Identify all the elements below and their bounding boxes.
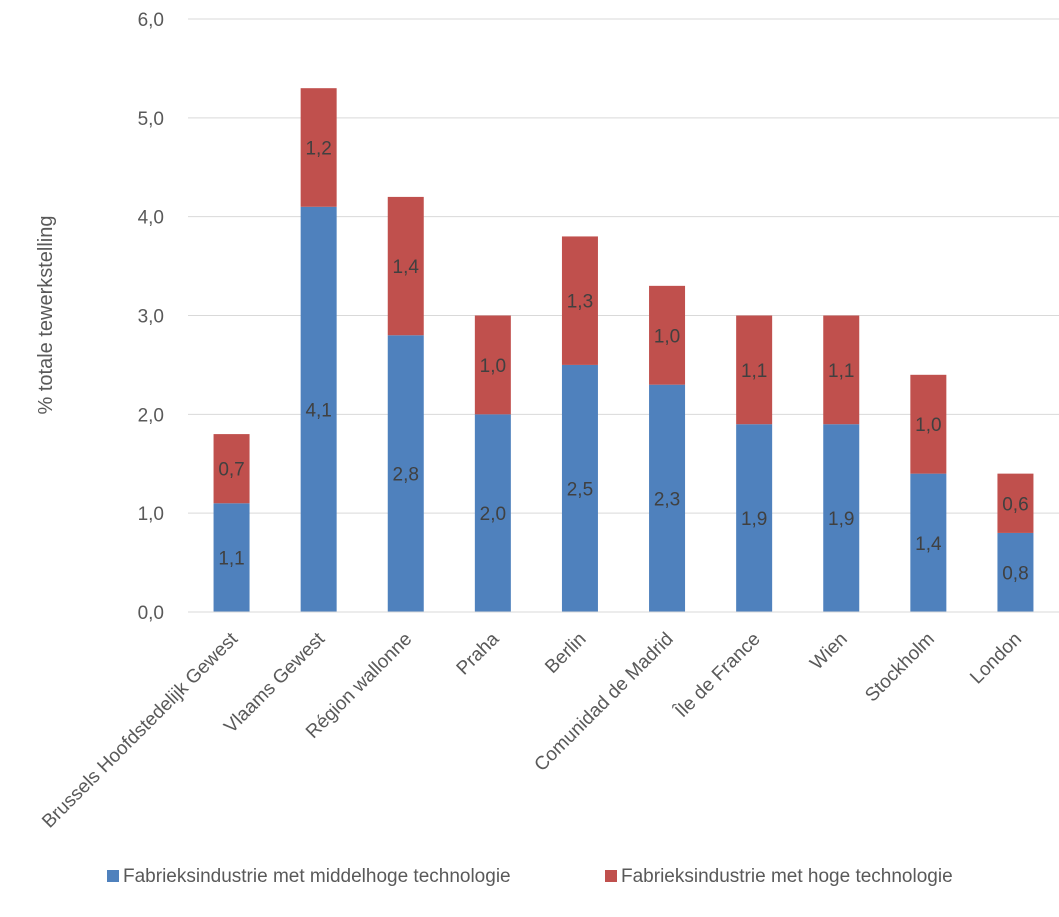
y-tick-label: 3,0	[138, 307, 164, 328]
x-category-label: Île de France	[670, 628, 765, 723]
y-tick-label: 6,0	[138, 10, 164, 31]
x-category-label: Wien	[806, 629, 851, 674]
data-label: 2,8	[393, 465, 419, 486]
bar-segment-middelhoge	[736, 424, 773, 612]
data-label: 2,0	[480, 504, 506, 525]
bar-segment-hoge	[213, 434, 250, 504]
x-category-label: Stockholm	[861, 629, 939, 707]
bars	[213, 88, 1034, 613]
x-category-label: Berlin	[541, 629, 590, 678]
y-tick-label: 1,0	[138, 504, 164, 525]
y-tick-label: 5,0	[138, 109, 164, 130]
bar-segment-hoge	[910, 374, 947, 474]
data-label: 4,1	[305, 400, 331, 421]
data-label: 1,0	[654, 326, 680, 347]
bar-segment-hoge	[649, 285, 686, 385]
data-label: 1,1	[828, 361, 854, 382]
bar-segment-middelhoge	[649, 384, 686, 612]
data-label: 1,0	[480, 356, 506, 377]
legend-label: Fabrieksindustrie met hoge technologie	[621, 866, 953, 887]
bar-segment-middelhoge	[910, 473, 947, 612]
bar-segment-middelhoge	[997, 532, 1034, 612]
data-label: 1,1	[741, 361, 767, 382]
bar-segment-hoge	[387, 196, 424, 336]
legend: Fabrieksindustrie met middelhoge technol…	[107, 866, 953, 887]
data-label: 1,0	[915, 415, 941, 436]
bar-segment-middelhoge	[300, 206, 337, 613]
bar-segment-middelhoge	[474, 414, 511, 612]
data-label: 1,4	[393, 257, 420, 278]
data-label: 1,9	[828, 509, 854, 530]
bar-segment-middelhoge	[561, 364, 598, 612]
bar-segment-hoge	[474, 315, 511, 415]
data-label: 0,7	[218, 460, 244, 481]
y-axis-label: % totale tewerkstelling	[35, 216, 57, 415]
legend-swatch	[107, 870, 119, 882]
bar-segment-middelhoge	[213, 503, 250, 612]
data-label: 0,6	[1002, 494, 1028, 515]
y-tick-label: 4,0	[138, 208, 164, 229]
y-axis-ticks: 0,0 1,0 2,0 3,0 4,0 5,0 6,0	[138, 10, 164, 624]
x-category-label: Praha	[453, 628, 504, 679]
y-tick-label: 0,0	[138, 603, 164, 624]
data-label: 1,2	[305, 138, 331, 159]
data-label: 1,9	[741, 509, 767, 530]
y-tick-label: 2,0	[138, 405, 164, 426]
data-label: 2,5	[567, 479, 593, 500]
data-labels: 1,1 0,7 4,1 1,2 2,8 1,4 2,0 1,0 2,5 1,3 2,3 1,0 1,9 1…	[218, 138, 1028, 584]
data-label: 1,4	[915, 534, 942, 555]
data-label: 0,8	[1002, 563, 1028, 584]
bar-segment-hoge	[300, 88, 337, 207]
x-category-label: London	[966, 629, 1026, 689]
legend-label: Fabrieksindustrie met middelhoge technol…	[123, 866, 511, 887]
data-label: 2,3	[654, 489, 680, 510]
bar-segment-hoge	[736, 315, 773, 425]
bar-segment-hoge	[823, 315, 860, 425]
bar-segment-middelhoge	[823, 424, 860, 612]
bar-segment-hoge	[561, 236, 598, 365]
x-category-label: Brussels Hoofdstedelijk Gewest	[38, 628, 242, 832]
bar-segment-middelhoge	[387, 335, 424, 612]
data-label: 1,3	[567, 292, 593, 313]
data-label: 1,1	[218, 549, 244, 570]
bar-segment-hoge	[997, 473, 1034, 533]
legend-swatch	[605, 870, 617, 882]
